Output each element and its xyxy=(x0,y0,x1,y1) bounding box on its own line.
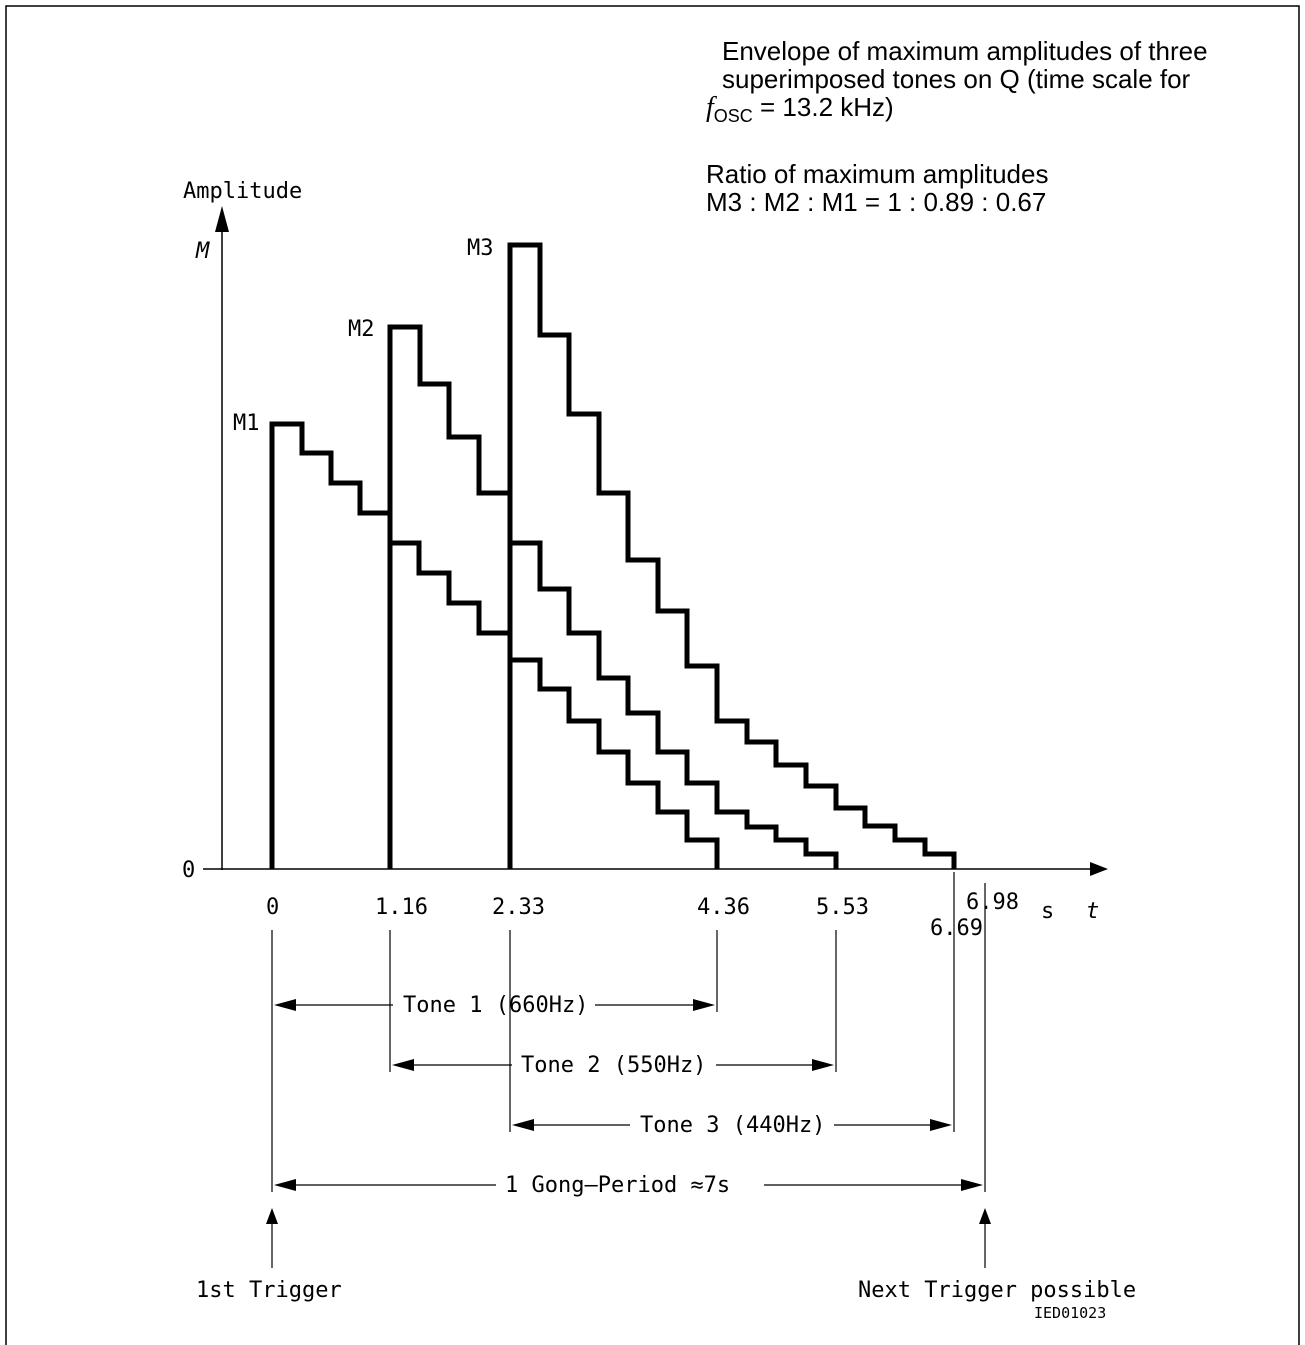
y-axis-symbol: M xyxy=(195,239,210,264)
tone-2-label: Tone 2 (550Hz) xyxy=(521,1053,706,1078)
tick-label-6-98: 6.98 xyxy=(966,890,1019,915)
tone-1-arrow-end xyxy=(693,999,715,1011)
fosc-value: = 13.2 kHz) xyxy=(753,92,894,122)
next-trigger-label: Next Trigger possible xyxy=(858,1278,1136,1303)
tone-3-dimension: Tone 3 (440Hz) xyxy=(512,1113,952,1138)
tone-3-envelope xyxy=(507,242,957,869)
tone-2-dimension: Tone 2 (550Hz) xyxy=(392,1053,834,1078)
fosc-symbol: f xyxy=(706,92,717,123)
x-axis-arrow xyxy=(1090,862,1108,876)
x-axis-symbol: t xyxy=(1086,899,1099,924)
tone-1-envelope xyxy=(269,421,720,869)
tick-label-0: 0 xyxy=(266,895,279,920)
ratio-line-1: Ratio of maximum amplitudes xyxy=(706,159,1048,189)
trigger-markers: 1st Trigger Next Trigger possible IED010… xyxy=(196,1208,1136,1322)
tick-label-2-33: 2.33 xyxy=(492,895,545,920)
peak-label-m1: M1 xyxy=(233,411,260,436)
description-line-1: Envelope of maximum amplitudes of three xyxy=(722,36,1208,66)
peak-label-m2: M2 xyxy=(348,317,375,342)
gong-period-label: 1 Gong–Period ≈7s xyxy=(505,1173,730,1198)
fosc-subscript: OSC xyxy=(714,106,753,126)
gong-arrow-start xyxy=(274,1179,296,1191)
y-axis-zero-label: 0 xyxy=(182,858,195,883)
first-trigger-label: 1st Trigger xyxy=(196,1278,342,1303)
figure-frame xyxy=(5,5,1300,1345)
tick-label-1-16: 1.16 xyxy=(375,895,428,920)
tone-3-arrow-start xyxy=(512,1119,534,1131)
tone-1-label: Tone 1 (660Hz) xyxy=(403,993,588,1018)
x-tick-labels: 0 1.16 2.33 4.36 5.53 6.69 6.98 xyxy=(266,890,1019,941)
ratio-line-2: M3 : M2 : M1 = 1 : 0.89 : 0.67 xyxy=(706,187,1046,217)
axes: Amplitude M 0 s t xyxy=(182,179,1108,924)
description-line-3: fOSC = 13.2 kHz) xyxy=(706,92,894,126)
tone-1-dimension: Tone 1 (660Hz) xyxy=(274,993,715,1018)
tick-label-6-69: 6.69 xyxy=(930,916,983,941)
envelope-curves xyxy=(269,242,957,869)
description-line-2: superimposed tones on Q (time scale for xyxy=(722,64,1191,94)
tone-2-arrow-end xyxy=(812,1059,834,1071)
gong-period-dimension: 1 Gong–Period ≈7s xyxy=(274,1173,983,1198)
x-axis-unit: s xyxy=(1041,899,1054,924)
tone-3-arrow-end xyxy=(930,1119,952,1131)
y-axis-arrow xyxy=(215,206,229,232)
peak-label-m3: M3 xyxy=(467,236,494,261)
tone-3-label: Tone 3 (440Hz) xyxy=(640,1113,825,1138)
tick-label-5-53: 5.53 xyxy=(816,895,869,920)
next-trigger-arrow xyxy=(979,1208,991,1224)
figure-code: IED01023 xyxy=(1034,1304,1106,1322)
tone-2-envelope xyxy=(387,324,839,869)
gong-arrow-end xyxy=(961,1179,983,1191)
peak-labels: M1 M2 M3 xyxy=(233,236,494,436)
tone-2-arrow-start xyxy=(392,1059,414,1071)
guide-lines xyxy=(271,872,986,1192)
y-axis-title: Amplitude xyxy=(183,179,302,204)
tone-1-arrow-start xyxy=(274,999,296,1011)
tick-label-4-36: 4.36 xyxy=(697,895,750,920)
description-block: Envelope of maximum amplitudes of three … xyxy=(706,36,1208,217)
first-trigger-arrow xyxy=(266,1208,278,1224)
